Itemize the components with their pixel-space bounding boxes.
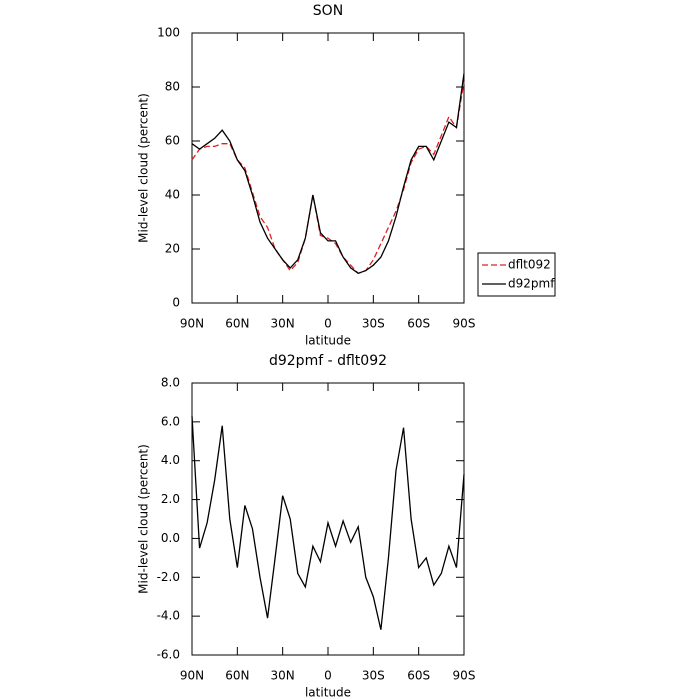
y-tick-label: 100 bbox=[157, 26, 180, 40]
x-tick-label: 60S bbox=[407, 669, 430, 683]
chart-title: SON bbox=[313, 3, 343, 19]
y-tick-label: 80 bbox=[165, 80, 180, 94]
legend-box bbox=[477, 252, 556, 297]
x-tick-label: 90N bbox=[180, 317, 204, 331]
x-axis-label: latitude bbox=[305, 334, 351, 348]
y-tick-label: 2.0 bbox=[161, 492, 180, 506]
x-tick-label: 30S bbox=[362, 317, 385, 331]
y-tick-label: 0.0 bbox=[161, 531, 180, 545]
y-tick-label: -6.0 bbox=[157, 648, 180, 662]
data-line bbox=[191, 81, 465, 275]
x-tick-label: 30N bbox=[271, 317, 295, 331]
chart-title: d92pmf - dflt092 bbox=[269, 353, 387, 369]
x-tick-label: 30S bbox=[362, 669, 385, 683]
y-tick-label: -2.0 bbox=[157, 570, 180, 584]
y-axis-label: Mid-level cloud (percent) bbox=[137, 93, 151, 243]
y-tick-label: 60 bbox=[165, 134, 180, 148]
plot-frame bbox=[191, 32, 465, 304]
x-tick-label: 90S bbox=[453, 669, 476, 683]
x-tick-label: 60N bbox=[225, 317, 249, 331]
data-line bbox=[191, 415, 465, 630]
legend-label: dflt092 bbox=[508, 258, 551, 272]
plot-frame bbox=[191, 382, 465, 656]
y-tick-label: 0 bbox=[172, 296, 180, 310]
legend-label: d92pmf bbox=[508, 277, 555, 291]
y-tick-label: 40 bbox=[165, 188, 180, 202]
panel: SON latitude Mid-level cloud (percent) 90N 6… bbox=[137, 3, 556, 348]
x-tick-label: 0 bbox=[324, 669, 332, 683]
y-tick-label: 20 bbox=[165, 242, 180, 256]
x-tick-label: 90N bbox=[180, 669, 204, 683]
y-tick-label: 4.0 bbox=[161, 453, 180, 467]
y-tick-label: 8.0 bbox=[161, 376, 180, 390]
y-tick-label: 6.0 bbox=[161, 414, 180, 428]
x-tick-label: 60N bbox=[225, 669, 249, 683]
x-tick-label: 60S bbox=[407, 317, 430, 331]
y-axis-label: Mid-level cloud (percent) bbox=[137, 444, 151, 594]
y-tick-label: -4.0 bbox=[157, 609, 180, 623]
x-tick-label: 30N bbox=[271, 669, 295, 683]
x-tick-label: 90S bbox=[453, 317, 476, 331]
x-axis-label: latitude bbox=[305, 686, 351, 700]
data-line bbox=[191, 73, 465, 275]
x-tick-label: 0 bbox=[324, 317, 332, 331]
panel: d92pmf - dflt092 latitude Mid-level cloud … bbox=[137, 353, 476, 700]
